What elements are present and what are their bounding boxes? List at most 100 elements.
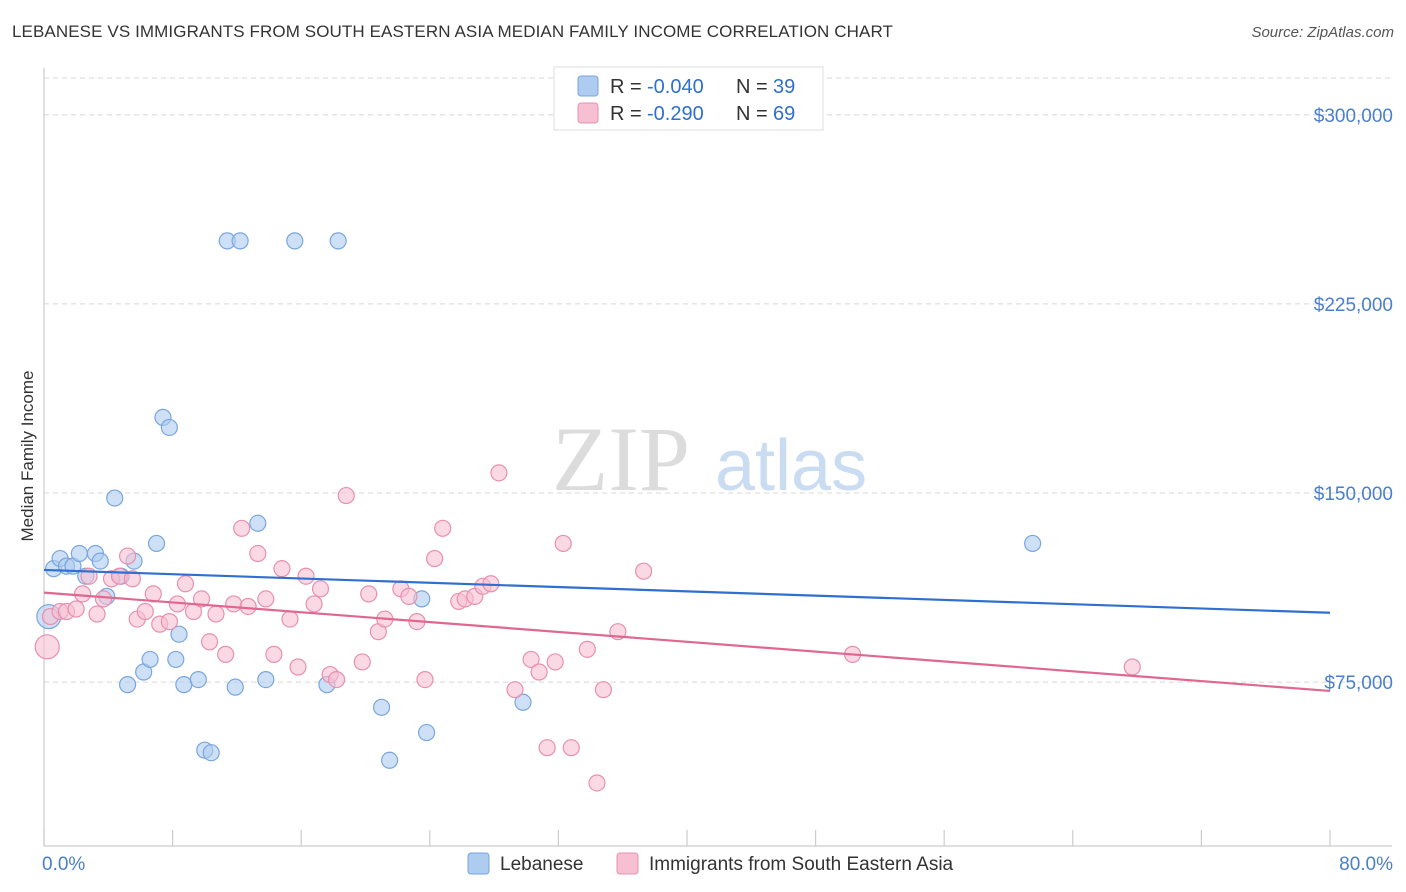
point-lebanese: [514, 693, 532, 711]
point-lebanese: [202, 744, 220, 762]
bottom-legend-swatch-sea: [616, 852, 639, 875]
point-sea: [217, 645, 235, 663]
point-sea: [530, 663, 548, 681]
point-lebanese: [141, 650, 159, 669]
point-sea: [257, 590, 275, 608]
legend-swatch-sea: [577, 102, 599, 124]
legend-box: [553, 66, 824, 131]
bottom-legend-label-sea: Immigrants from South Eastern Asia: [649, 854, 954, 875]
correlation-legend: R = -0.040 N = 39 R = -0.290 N = 69: [553, 66, 824, 131]
point-sea: [337, 486, 355, 505]
point-sea: [522, 650, 540, 669]
watermark-zip: ZIP: [552, 408, 690, 510]
point-lebanese: [231, 232, 249, 250]
y-tick-labels: $75,000 $150,000 $225,000 $300,000: [1314, 106, 1393, 694]
point-sea: [233, 519, 251, 537]
point-sea: [360, 585, 378, 603]
point-sea: [506, 681, 524, 699]
point-sea: [426, 549, 444, 568]
y-tick-label: $150,000: [1314, 484, 1393, 505]
y-axis-label: Median Family Income: [18, 370, 37, 541]
point-sea: [281, 610, 299, 628]
legend-n-label: N =: [736, 76, 768, 98]
point-lebanese: [1024, 534, 1042, 553]
scatter-points: [34, 232, 1141, 792]
point-sea: [594, 681, 613, 699]
point-sea: [305, 595, 323, 613]
point-sea: [94, 590, 113, 608]
legend-n-label: N =: [736, 103, 768, 125]
point-lebanese: [160, 418, 178, 437]
point-sea: [434, 519, 452, 537]
point-sea: [538, 739, 556, 757]
y-tick-label: $75,000: [1324, 673, 1393, 694]
point-sea: [562, 739, 580, 757]
series-legend: Lebanese Immigrants from South Eastern A…: [467, 852, 954, 875]
point-sea: [416, 670, 434, 689]
point-sea: [192, 590, 211, 608]
point-sea: [353, 653, 371, 671]
trend-line-lebanese: [43, 568, 1331, 614]
point-lebanese: [381, 751, 399, 769]
point-sea: [207, 605, 225, 623]
point-sea: [136, 602, 154, 621]
y-tick-label: $225,000: [1314, 295, 1393, 316]
x-tick-marks: [43, 830, 1331, 846]
point-sea: [634, 562, 653, 580]
point-sea: [160, 613, 178, 631]
point-lebanese: [417, 723, 436, 742]
point-sea: [327, 670, 346, 689]
point-sea: [73, 585, 92, 603]
point-lebanese: [147, 534, 166, 553]
point-lebanese: [329, 232, 347, 250]
trend-lines: [43, 568, 1331, 693]
point-sea: [554, 534, 572, 553]
point-sea: [289, 658, 307, 676]
point-sea: [273, 560, 291, 578]
point-sea: [311, 580, 330, 598]
watermark: ZIP atlas: [552, 408, 867, 510]
legend-r-label: R =: [610, 103, 642, 125]
chart-source: Source: ZipAtlas.com: [1251, 24, 1394, 41]
point-sea: [1123, 658, 1141, 676]
trend-line-sea: [43, 591, 1331, 693]
point-sea: [490, 464, 508, 482]
point-lebanese: [118, 676, 137, 694]
point-sea: [265, 645, 283, 663]
point-sea: [34, 634, 60, 660]
x-tick-label-max: 80.0%: [1339, 854, 1393, 875]
point-lebanese: [189, 670, 207, 689]
point-sea: [239, 597, 257, 616]
watermark-atlas: atlas: [715, 426, 867, 506]
bottom-legend-swatch-lebanese: [467, 852, 490, 875]
chart-title: LEBANESE VS IMMIGRANTS FROM SOUTH EASTER…: [12, 22, 893, 41]
point-lebanese: [70, 544, 88, 563]
x-tick-label-min: 0.0%: [42, 854, 85, 875]
point-sea: [118, 547, 137, 565]
point-lebanese: [170, 625, 188, 643]
legend-r-value: -0.040: [647, 76, 704, 98]
point-sea: [400, 587, 418, 605]
point-lebanese: [175, 676, 193, 694]
point-sea: [578, 640, 596, 658]
point-lebanese: [106, 489, 124, 507]
point-lebanese: [372, 698, 391, 716]
point-sea: [297, 567, 315, 585]
point-lebanese: [249, 514, 267, 532]
point-sea: [249, 544, 267, 563]
point-sea: [67, 600, 85, 618]
point-sea: [588, 774, 606, 792]
point-lebanese: [167, 650, 185, 669]
point-lebanese: [226, 678, 244, 696]
point-lebanese: [286, 232, 304, 250]
legend-swatch-lebanese: [577, 75, 599, 97]
legend-r-label: R =: [610, 76, 642, 98]
bottom-legend-label-lebanese: Lebanese: [500, 854, 583, 875]
point-sea: [88, 605, 106, 623]
legend-r-value: -0.290: [647, 103, 704, 125]
point-sea: [546, 653, 564, 671]
legend-n-value: 39: [773, 76, 795, 98]
point-sea: [176, 575, 195, 593]
point-sea: [225, 595, 243, 613]
